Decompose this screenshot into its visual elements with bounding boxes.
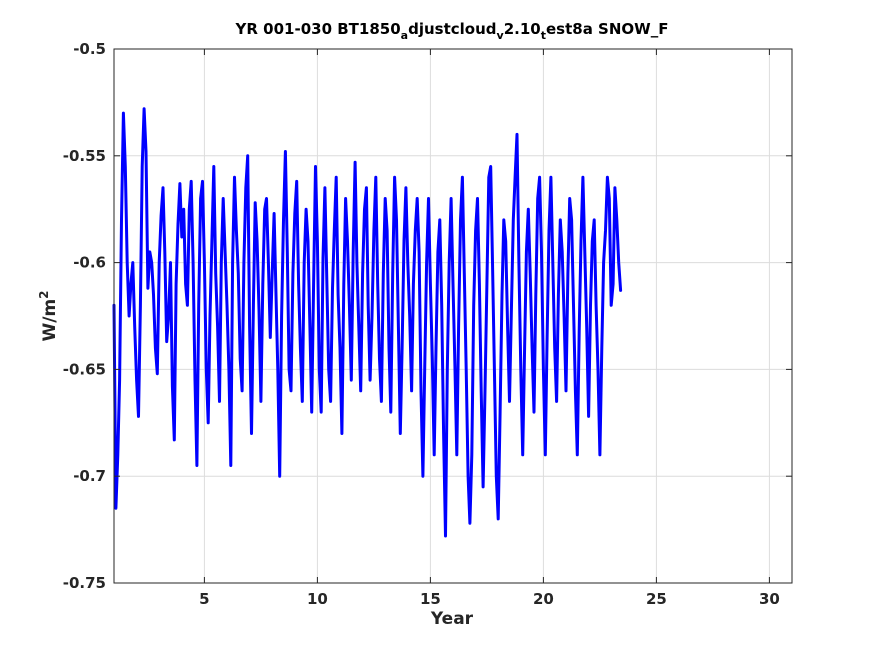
y-axis-label: W/m2	[37, 290, 60, 341]
y-tick-label: -0.5	[73, 40, 106, 58]
y-tick-label: -0.7	[73, 467, 106, 485]
chart-title-part: est8a SNOW_F	[546, 20, 668, 38]
x-tick-label: 25	[646, 590, 667, 608]
y-axis-label-superscript: 2	[37, 290, 51, 298]
x-axis-label: Year	[430, 609, 474, 629]
chart-title-part: 2.10	[504, 20, 541, 38]
x-tick-label: 10	[307, 590, 328, 608]
y-tick-label: -0.6	[73, 254, 106, 272]
chart-title-subscript: a	[401, 29, 408, 42]
series-line	[112, 107, 623, 538]
chart-title: YR 001-030 BT1850adjustcloudv2.10test8a …	[235, 20, 669, 42]
x-tick-label: 15	[420, 590, 441, 608]
x-tick-labels: 5 10 15 20 25 30	[199, 590, 780, 608]
x-tick-label: 5	[199, 590, 209, 608]
y-tick-label: -0.65	[63, 360, 106, 378]
axes-box	[113, 48, 793, 584]
series-layer	[112, 107, 623, 538]
chart-title-subscript: t	[541, 29, 546, 42]
x-tick-label: 20	[533, 590, 554, 608]
chart-title-subscript: v	[497, 29, 505, 42]
y-tick-labels: -0.75 -0.7 -0.65 -0.6 -0.55 -0.5	[63, 40, 106, 592]
y-axis-label-base: W/m	[40, 299, 60, 342]
chart-title-part: djustcloud	[408, 20, 496, 38]
y-tick-label: -0.75	[63, 574, 106, 592]
x-tick-label: 30	[759, 590, 780, 608]
chart-title-part: YR 001-030 BT1850	[235, 20, 401, 38]
ticks	[114, 48, 792, 584]
y-tick-label: -0.55	[63, 147, 106, 165]
